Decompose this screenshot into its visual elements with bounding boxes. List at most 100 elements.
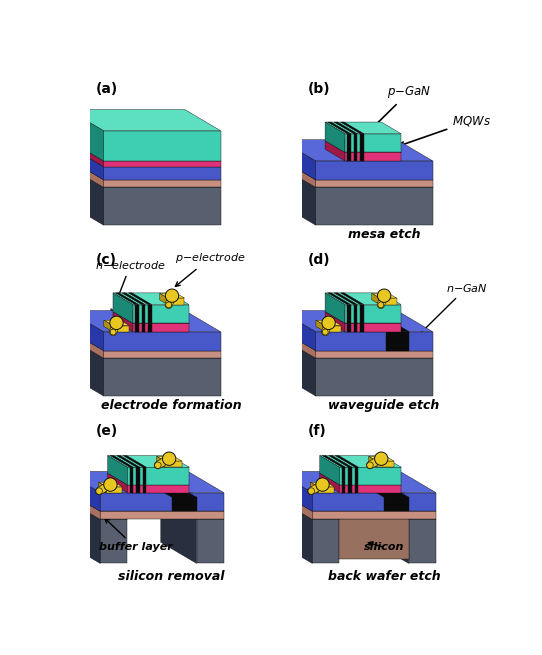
Circle shape	[110, 329, 117, 335]
Polygon shape	[100, 519, 127, 563]
Polygon shape	[143, 467, 146, 493]
Polygon shape	[113, 312, 133, 331]
Polygon shape	[280, 337, 315, 396]
Polygon shape	[372, 293, 379, 305]
Circle shape	[166, 302, 171, 307]
Polygon shape	[104, 187, 221, 225]
Circle shape	[165, 288, 179, 303]
Polygon shape	[354, 305, 357, 331]
Polygon shape	[347, 134, 351, 161]
Polygon shape	[360, 134, 364, 161]
Polygon shape	[327, 293, 351, 305]
Circle shape	[378, 301, 384, 308]
Polygon shape	[136, 467, 140, 493]
Polygon shape	[325, 122, 345, 153]
Text: $\bf{\it{p}}$$\bf{\it{-GaN}}$: $\bf{\it{p}}$$\bf{\it{-GaN}}$	[369, 84, 431, 131]
Polygon shape	[280, 159, 315, 187]
Polygon shape	[335, 456, 358, 467]
Polygon shape	[276, 472, 312, 512]
Polygon shape	[122, 293, 145, 305]
Polygon shape	[127, 467, 189, 485]
Polygon shape	[115, 293, 139, 305]
Polygon shape	[320, 473, 401, 485]
Circle shape	[104, 478, 117, 491]
Polygon shape	[345, 153, 401, 161]
Polygon shape	[280, 310, 315, 350]
Polygon shape	[108, 456, 127, 485]
Polygon shape	[68, 166, 221, 187]
Polygon shape	[315, 358, 433, 396]
Polygon shape	[325, 326, 341, 331]
Polygon shape	[280, 159, 433, 179]
Polygon shape	[373, 498, 436, 519]
Text: $\bf{\it{MQWs}}$: $\bf{\it{MQWs}}$	[399, 114, 491, 147]
Circle shape	[375, 453, 388, 465]
Polygon shape	[160, 293, 167, 305]
Text: (e): (e)	[95, 424, 118, 438]
Polygon shape	[133, 323, 189, 331]
Polygon shape	[373, 498, 409, 563]
Polygon shape	[280, 337, 433, 358]
Polygon shape	[339, 485, 401, 493]
Polygon shape	[312, 493, 436, 512]
Polygon shape	[360, 305, 364, 331]
Polygon shape	[280, 329, 315, 358]
Polygon shape	[68, 145, 221, 166]
Polygon shape	[371, 323, 409, 331]
Circle shape	[322, 316, 335, 329]
Polygon shape	[110, 456, 133, 467]
Polygon shape	[64, 498, 127, 519]
Text: (b): (b)	[307, 82, 330, 96]
Polygon shape	[104, 179, 221, 187]
Polygon shape	[104, 130, 221, 161]
Polygon shape	[339, 467, 401, 485]
Circle shape	[96, 488, 102, 494]
Polygon shape	[355, 467, 358, 493]
Polygon shape	[340, 293, 364, 305]
Polygon shape	[108, 456, 189, 467]
Text: silicon removal: silicon removal	[119, 570, 225, 583]
Circle shape	[95, 487, 103, 495]
Circle shape	[163, 453, 175, 465]
Polygon shape	[68, 109, 221, 130]
Polygon shape	[340, 122, 364, 134]
Polygon shape	[276, 490, 436, 512]
Polygon shape	[280, 166, 315, 225]
Text: (c): (c)	[95, 253, 116, 267]
Polygon shape	[99, 482, 122, 487]
Polygon shape	[280, 140, 433, 161]
Polygon shape	[68, 329, 104, 358]
Text: $\bf{\it{n}}$$\bf{\it{-GaN}}$: $\bf{\it{n}}$$\bf{\it{-GaN}}$	[416, 282, 487, 338]
Polygon shape	[334, 122, 357, 134]
Polygon shape	[354, 134, 357, 161]
Polygon shape	[311, 482, 334, 487]
Polygon shape	[100, 493, 224, 512]
Polygon shape	[325, 312, 401, 323]
Polygon shape	[369, 457, 394, 461]
Polygon shape	[130, 467, 133, 493]
Polygon shape	[327, 122, 351, 134]
Polygon shape	[325, 293, 401, 305]
Polygon shape	[339, 519, 409, 559]
Polygon shape	[117, 456, 140, 467]
Polygon shape	[68, 109, 104, 161]
Polygon shape	[106, 487, 122, 493]
Polygon shape	[64, 472, 100, 512]
Text: (a): (a)	[95, 82, 118, 96]
Polygon shape	[135, 305, 139, 331]
Circle shape	[165, 301, 172, 308]
Text: $\bf{\it{n}}$$\bf{\it{-electrode}}$: $\bf{\it{n}}$$\bf{\it{-electrode}}$	[95, 259, 166, 314]
Polygon shape	[320, 456, 401, 467]
Polygon shape	[141, 305, 145, 331]
Polygon shape	[104, 331, 221, 350]
Polygon shape	[113, 293, 189, 305]
Circle shape	[104, 477, 118, 492]
Polygon shape	[334, 293, 357, 305]
Circle shape	[367, 462, 373, 468]
Polygon shape	[325, 293, 345, 323]
Polygon shape	[377, 461, 394, 467]
Polygon shape	[197, 519, 224, 563]
Polygon shape	[64, 490, 224, 512]
Polygon shape	[318, 487, 334, 493]
Polygon shape	[157, 457, 164, 467]
